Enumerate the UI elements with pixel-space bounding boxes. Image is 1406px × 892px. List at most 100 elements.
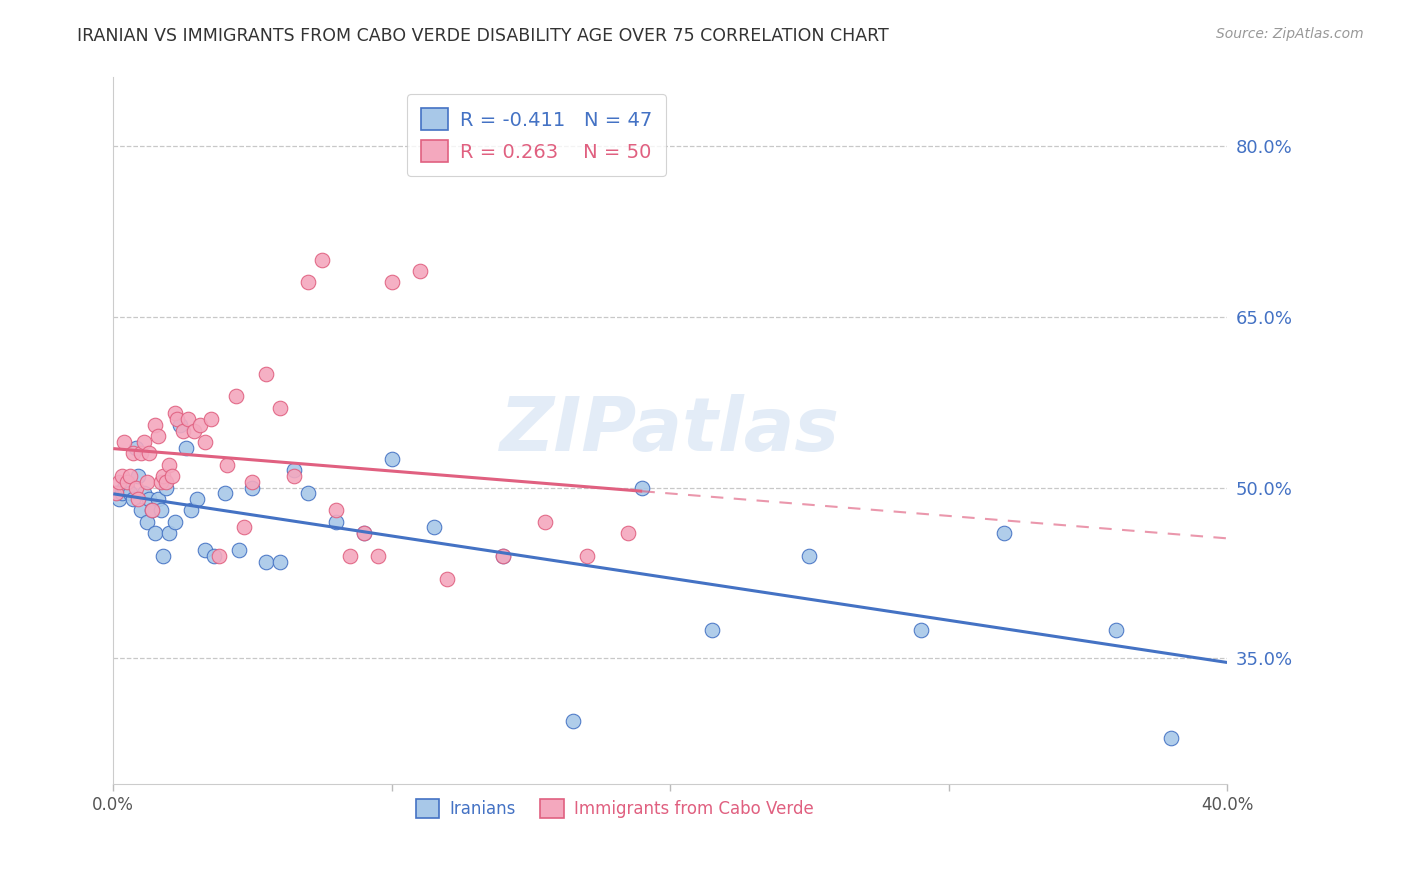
Point — [152, 469, 174, 483]
Point — [108, 475, 131, 489]
Point — [132, 486, 155, 500]
Point — [242, 475, 264, 489]
Point — [283, 469, 305, 483]
Point — [325, 503, 347, 517]
Point — [135, 515, 157, 529]
Point — [214, 486, 236, 500]
Point — [138, 491, 160, 506]
Point — [492, 549, 515, 563]
Point — [118, 486, 141, 500]
Point — [169, 417, 191, 432]
Point — [492, 549, 515, 563]
Point — [186, 491, 208, 506]
Point — [1105, 623, 1128, 637]
Point — [631, 481, 654, 495]
Point — [422, 520, 444, 534]
Point — [121, 446, 143, 460]
Point — [910, 623, 932, 637]
Point — [436, 572, 458, 586]
Point — [233, 520, 256, 534]
Point — [561, 714, 583, 728]
Point — [408, 264, 430, 278]
Legend: Iranians, Immigrants from Cabo Verde: Iranians, Immigrants from Cabo Verde — [409, 792, 820, 825]
Point — [339, 549, 361, 563]
Point — [254, 367, 277, 381]
Point — [269, 401, 291, 415]
Point — [297, 276, 319, 290]
Text: IRANIAN VS IMMIGRANTS FROM CABO VERDE DISABILITY AGE OVER 75 CORRELATION CHART: IRANIAN VS IMMIGRANTS FROM CABO VERDE DI… — [77, 27, 889, 45]
Point — [217, 458, 239, 472]
Point — [177, 412, 200, 426]
Point — [111, 486, 134, 500]
Point — [617, 526, 640, 541]
Text: Source: ZipAtlas.com: Source: ZipAtlas.com — [1216, 27, 1364, 41]
Point — [155, 481, 177, 495]
Point — [228, 543, 250, 558]
Point — [225, 389, 247, 403]
Point — [135, 475, 157, 489]
Point — [124, 441, 146, 455]
Point — [129, 503, 152, 517]
Point — [194, 434, 217, 449]
Point — [112, 434, 135, 449]
Point — [115, 481, 138, 495]
Point — [105, 486, 128, 500]
Point — [163, 515, 186, 529]
Point — [200, 412, 222, 426]
Point — [146, 491, 169, 506]
Point — [160, 469, 183, 483]
Point — [141, 503, 163, 517]
Point — [700, 623, 723, 637]
Point — [112, 481, 135, 495]
Point — [353, 526, 375, 541]
Point — [146, 429, 169, 443]
Point — [1160, 731, 1182, 746]
Point — [111, 469, 134, 483]
Point — [124, 481, 146, 495]
Point — [143, 526, 166, 541]
Point — [163, 407, 186, 421]
Point — [269, 555, 291, 569]
Text: ZIPatlas: ZIPatlas — [501, 394, 841, 467]
Point — [180, 503, 202, 517]
Point — [174, 441, 197, 455]
Point — [127, 469, 149, 483]
Point — [534, 515, 557, 529]
Point — [149, 503, 172, 517]
Point — [242, 481, 264, 495]
Point — [157, 458, 180, 472]
Point — [202, 549, 225, 563]
Point — [155, 475, 177, 489]
Point — [283, 463, 305, 477]
Point — [325, 515, 347, 529]
Point — [108, 491, 131, 506]
Point — [297, 486, 319, 500]
Point — [166, 412, 188, 426]
Point — [118, 469, 141, 483]
Point — [208, 549, 231, 563]
Point — [141, 503, 163, 517]
Point — [367, 549, 389, 563]
Point — [129, 446, 152, 460]
Point — [183, 424, 205, 438]
Point — [138, 446, 160, 460]
Point — [152, 549, 174, 563]
Point — [132, 434, 155, 449]
Point — [127, 491, 149, 506]
Point — [311, 252, 333, 267]
Point — [194, 543, 217, 558]
Point — [799, 549, 821, 563]
Point — [149, 475, 172, 489]
Point — [172, 424, 194, 438]
Point — [381, 276, 404, 290]
Point — [254, 555, 277, 569]
Point — [993, 526, 1015, 541]
Point — [575, 549, 598, 563]
Point — [121, 491, 143, 506]
Point — [381, 452, 404, 467]
Point — [157, 526, 180, 541]
Point — [188, 417, 211, 432]
Point — [115, 475, 138, 489]
Point — [105, 486, 128, 500]
Point — [353, 526, 375, 541]
